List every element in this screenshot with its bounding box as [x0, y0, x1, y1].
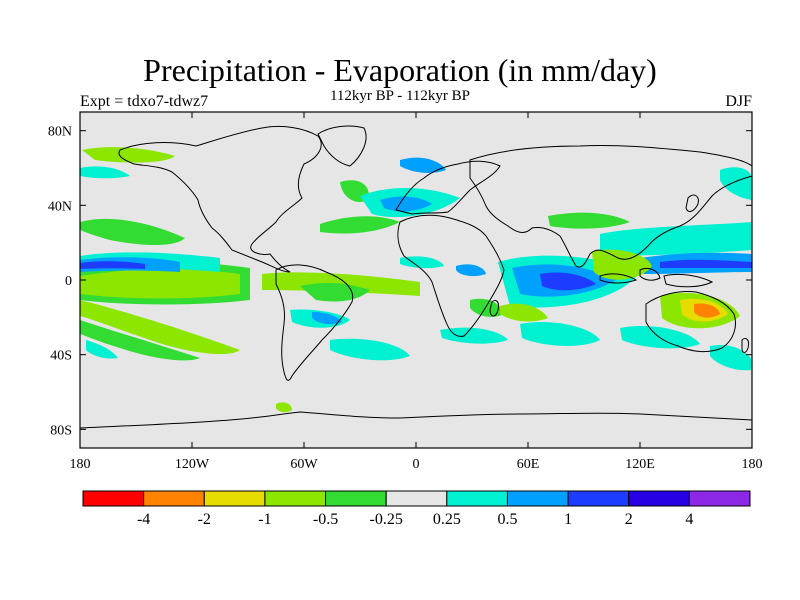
field-patch: [592, 249, 652, 280]
colorbar-label: 4: [685, 511, 693, 528]
field-patch: [520, 321, 600, 346]
colorbar-swatch: [143, 490, 205, 507]
colorbar-label: -0.25: [370, 511, 403, 528]
field-patches: [80, 147, 752, 413]
field-patch: [312, 312, 342, 325]
coastline-japan: [685, 194, 699, 212]
coastline-new-zealand: [741, 337, 749, 353]
colorbar-swatch: [506, 490, 569, 507]
colorbar-label: -2: [198, 511, 211, 528]
field-patch: [320, 216, 400, 234]
colorbar-swatch: [325, 490, 387, 507]
lon-tick-label: 180: [70, 457, 91, 472]
field-patch: [660, 259, 752, 268]
map-title: Precipitation - Evaporation (in mm/day): [143, 52, 657, 88]
colorbar: -4 -2 -1 -0.5 -0.25 0.25 0.5 1 2 4: [82, 490, 751, 528]
field-patch: [456, 264, 486, 277]
field-patch: [80, 300, 240, 355]
axis-ticks: 180 120W 60W 0 60E 120E 180 80N 40N 0 40S 80S: [48, 112, 763, 472]
field-patch: [80, 218, 185, 245]
colorbar-swatch: [628, 490, 690, 507]
lat-tick-label: 40N: [48, 199, 72, 214]
field-patch: [80, 320, 200, 361]
lon-tick-label: 120E: [625, 457, 655, 472]
map-subtitle: 112kyr BP - 112kyr BP: [329, 88, 470, 104]
colorbar-swatch: [688, 490, 751, 507]
field-patch: [540, 272, 596, 291]
colorbar-label: -0.5: [313, 511, 338, 528]
lon-tick-label: 180: [742, 457, 763, 472]
colorbar-swatch: [446, 490, 508, 507]
colorbar-swatch: [203, 490, 266, 507]
colorbar-label: -1: [258, 511, 271, 528]
field-patch: [276, 402, 292, 413]
coastline-madagascar: [489, 299, 499, 317]
experiment-label: Expt = tdxo7-tdwz7: [80, 93, 209, 110]
field-patch: [330, 338, 410, 361]
lon-tick-label: 60E: [517, 457, 540, 472]
lat-tick-label: 40S: [50, 349, 72, 364]
colorbar-swatch: [385, 490, 448, 507]
coastline-north-america: [118, 125, 322, 273]
lon-tick-label: 0: [413, 457, 420, 472]
coastline-antarctica: [80, 411, 752, 429]
lon-tick-label: 120W: [175, 457, 210, 472]
field-patch: [470, 298, 504, 317]
coastline-greenland: [317, 125, 367, 167]
season-label: DJF: [725, 93, 752, 110]
field-patch: [720, 167, 752, 200]
field-patch: [80, 261, 145, 269]
field-patch: [500, 303, 548, 322]
coastline-europe: [395, 160, 501, 215]
field-patch: [400, 256, 444, 269]
colorbar-label: 2: [625, 511, 633, 528]
field-patch: [548, 212, 630, 229]
lat-tick-label: 80N: [48, 125, 72, 140]
lat-tick-label: 0: [65, 274, 72, 289]
field-patch: [694, 303, 720, 318]
field-patch: [86, 340, 118, 359]
colorbar-label: -4: [137, 511, 150, 528]
coastlines: [80, 125, 752, 429]
coastline-australia: [645, 291, 736, 353]
lat-tick-label: 80S: [50, 423, 72, 438]
colorbar-label: 1: [564, 511, 572, 528]
colorbar-label: 0.5: [497, 511, 517, 528]
colorbar-swatch: [82, 490, 145, 507]
field-patch: [80, 166, 130, 179]
colorbar-swatch: [567, 490, 630, 507]
colorbar-swatch: [264, 490, 327, 507]
coastline-africa: [397, 214, 505, 337]
field-patch: [620, 325, 700, 349]
field-patch: [400, 157, 446, 173]
field-patch: [600, 222, 752, 256]
coastline-south-america: [275, 264, 354, 381]
lon-tick-label: 60W: [290, 457, 318, 472]
field-patch: [80, 268, 240, 299]
field-patch: [380, 196, 432, 212]
field-patch: [440, 327, 508, 344]
field-patch: [82, 147, 175, 163]
coastline-indonesia: [599, 267, 714, 288]
field-patch: [710, 344, 752, 371]
coastline-asia: [469, 144, 752, 268]
colorbar-label: 0.25: [433, 511, 461, 528]
